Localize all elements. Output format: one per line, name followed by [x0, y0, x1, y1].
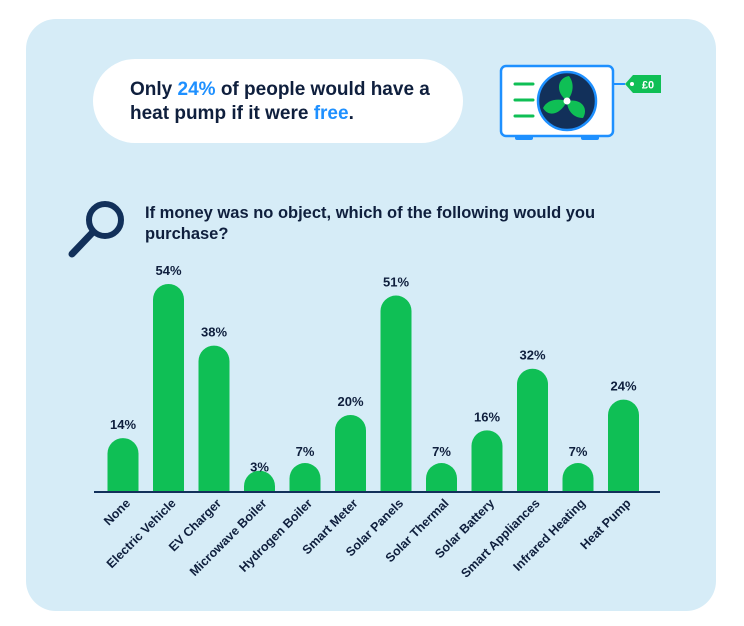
value-label: 20% [337, 394, 363, 409]
value-label: 7% [432, 444, 451, 459]
bar-smart-appliances [517, 368, 548, 492]
value-label: 3% [250, 459, 269, 474]
value-label: 16% [474, 409, 500, 424]
fan-icon [536, 70, 598, 132]
survey-question: If money was no object, which of the fol… [145, 204, 596, 243]
category-label: None [101, 496, 133, 528]
headline-free: free [313, 103, 349, 124]
price-tag-label: £0 [642, 80, 654, 92]
bar-none [107, 438, 139, 492]
bar-smart-meter [335, 414, 366, 492]
value-label: 54% [155, 263, 181, 278]
value-label: 51% [383, 275, 409, 290]
price-tag-icon: £0 [625, 75, 661, 93]
value-label: 14% [110, 417, 136, 432]
bar-heat-pump [608, 399, 639, 492]
value-label: 7% [569, 444, 588, 459]
headline-middle: of people would have a heat pump if it w… [130, 79, 430, 124]
headline-prefix: Only [130, 79, 178, 100]
category-label: Microwave Boiler [187, 496, 270, 579]
value-labels-group: 14% 54% 38% 3% 7% 20% 51% 7% 16% 32% 7% 24% [110, 263, 637, 474]
headline-percent: 24% [177, 79, 216, 100]
heat-pump-unit-icon: £0 [499, 64, 661, 140]
headline-suffix: . [348, 103, 354, 124]
bar-microwave-boiler [244, 470, 275, 492]
magnifying-glass-icon [68, 201, 124, 258]
bar-solar-thermal [426, 463, 457, 492]
bar-ev-charger [198, 345, 230, 492]
value-label: 38% [201, 325, 227, 340]
headline-text: Only 24% of people would have a heat pum… [130, 78, 450, 126]
bars-group [107, 284, 639, 492]
value-label: 7% [296, 444, 315, 459]
bar-electric-vehicle [153, 284, 184, 492]
category-label: Smart Appliances [458, 496, 542, 580]
headline-pill [93, 59, 463, 143]
bar-solar-panels [380, 295, 412, 492]
value-label: 32% [519, 348, 545, 363]
value-label: 24% [610, 379, 636, 394]
bar-infrared-heating [562, 463, 594, 492]
bar-hydrogen-boiler [289, 463, 321, 492]
bar-solar-battery [471, 430, 503, 492]
